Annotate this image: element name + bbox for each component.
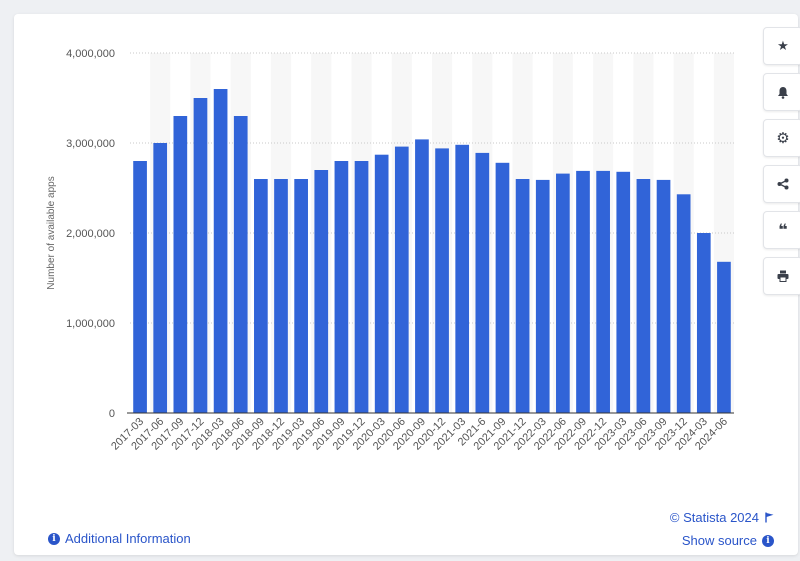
bar: [213, 89, 228, 413]
bar: [495, 162, 510, 413]
y-tick-label: 1,000,000: [66, 318, 115, 330]
y-tick-label: 3,000,000: [66, 138, 115, 150]
share-icon: [777, 178, 789, 190]
y-tick-label: 4,000,000: [66, 48, 115, 60]
cite-button[interactable]: ❝: [763, 211, 800, 249]
bar: [334, 161, 349, 413]
bar: [153, 143, 168, 413]
bar: [193, 98, 208, 413]
bar: [294, 179, 308, 413]
printer-icon: [777, 270, 789, 282]
bar: [374, 154, 389, 413]
bar: [173, 116, 188, 413]
favorite-button[interactable]: ★: [763, 27, 800, 65]
bar: [656, 179, 671, 413]
star-icon: ★: [777, 38, 789, 53]
y-tick-label: 2,000,000: [66, 228, 115, 240]
bar-chart: 01,000,0002,000,0003,000,0004,000,000201…: [46, 48, 734, 453]
chart-card: 0 1,000,000 2,000,000 3,000,000 4,000,000 201…: [14, 14, 800, 555]
info-icon: i: [48, 532, 60, 545]
bar: [254, 179, 268, 413]
bar: [233, 116, 248, 413]
bar: [475, 152, 490, 413]
bar: [636, 179, 651, 413]
print-button[interactable]: [763, 257, 800, 295]
bar: [394, 146, 409, 413]
bar: [415, 139, 429, 413]
additional-info-label: Additional Information: [65, 531, 191, 546]
bar: [576, 170, 590, 413]
flag-icon: [765, 512, 774, 523]
bar: [133, 161, 147, 413]
bar: [556, 173, 570, 413]
quote-icon: ❝: [778, 222, 788, 239]
bar: [696, 233, 711, 413]
bar: [314, 170, 329, 413]
bar: [354, 161, 369, 413]
copyright[interactable]: © Statista 2024: [670, 510, 774, 525]
notification-button[interactable]: [763, 73, 800, 111]
bar: [515, 179, 530, 413]
gear-icon: ⚙: [776, 130, 790, 147]
settings-button[interactable]: ⚙: [763, 119, 800, 157]
show-source-link[interactable]: Show source i: [682, 533, 774, 548]
bar: [455, 144, 470, 414]
bar: [676, 194, 691, 413]
share-button[interactable]: [763, 165, 800, 203]
info-icon: i: [762, 534, 774, 547]
bar: [435, 148, 449, 413]
bar: [274, 179, 288, 413]
bar: [535, 179, 550, 413]
bar: [717, 261, 731, 413]
bell-icon: [778, 86, 788, 99]
y-axis-label: Number of available apps: [46, 176, 57, 289]
show-source-label: Show source: [681, 533, 757, 548]
additional-info-link[interactable]: i Additional Information: [48, 531, 191, 546]
bar: [596, 170, 610, 413]
bar: [616, 171, 631, 413]
y-tick-label: 0: [109, 408, 115, 420]
copyright-label: © Statista 2024: [669, 510, 759, 525]
